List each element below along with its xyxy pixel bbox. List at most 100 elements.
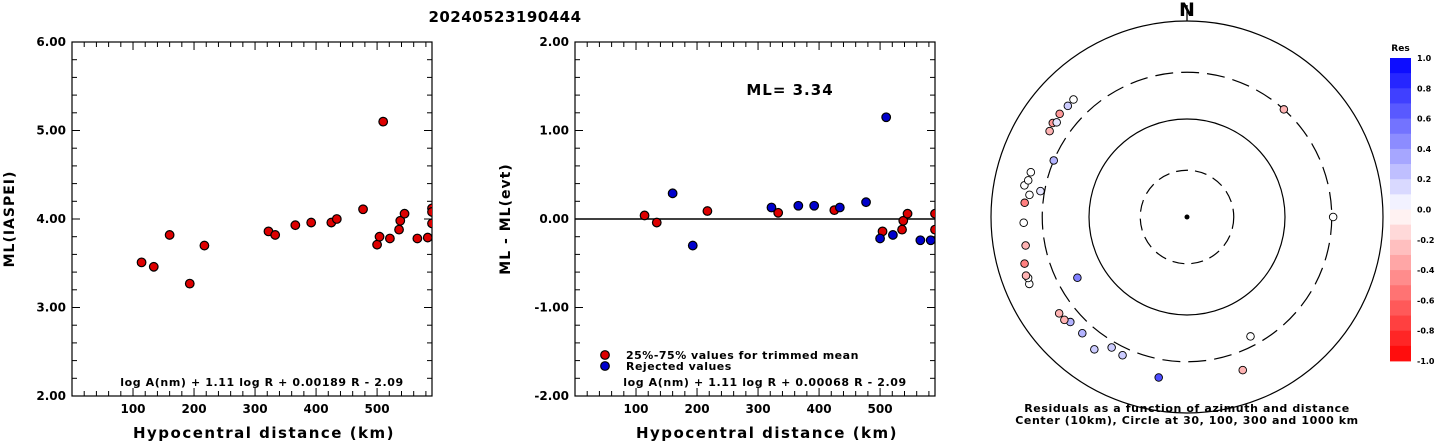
colorbar-title: Res [1391, 44, 1409, 54]
y-tick-label: 6.00 [36, 35, 66, 49]
colorbar-swatch [1390, 254, 1411, 271]
data-point [766, 202, 777, 213]
data-point [331, 214, 342, 224]
colorbar-tick-label: -1.0 [1417, 357, 1435, 366]
y-tick-label: 4.00 [36, 212, 66, 226]
data-point [930, 224, 935, 235]
station-residual-point [1328, 212, 1338, 222]
y-tick-label: 2.00 [539, 35, 569, 49]
x-tick-label: 100 [120, 402, 145, 416]
colorbar-tick-label: -0.8 [1417, 327, 1435, 336]
colorbar-swatch [1390, 103, 1411, 119]
station-residual-point [1026, 167, 1036, 177]
epicenter-marker [1184, 214, 1190, 220]
data-point [809, 200, 820, 211]
colorbar-swatch [1390, 239, 1411, 256]
legend-marker [600, 361, 610, 371]
y-tick-label: 3.00 [36, 301, 66, 315]
y-tick-label: -2.00 [534, 389, 569, 403]
legend-label: Rejected values [626, 360, 732, 373]
station-residual-point [1069, 95, 1078, 104]
colorbar-swatch [1390, 148, 1411, 165]
residual-colorbar: Res 1.0 0.8 0.6 0.4 0.2 0.0 -0.2 -0.4 -0.6 -0.8 -1.… [1390, 44, 1435, 366]
data-point [427, 207, 432, 217]
colorbar-tick-label: -0.2 [1417, 236, 1435, 245]
data-point [702, 206, 713, 216]
data-point [290, 220, 301, 231]
data-point [399, 208, 410, 219]
data-point [902, 208, 913, 219]
y-axis-label: ML(IASPEI) [2, 171, 18, 268]
x-tick-label: 500 [868, 402, 893, 416]
y-tick-label: 2.00 [36, 389, 66, 403]
data-point [897, 224, 907, 235]
polar-caption-line1: Residuals as a function of azimuth and d… [1024, 402, 1350, 415]
colorbar-swatch [1390, 209, 1411, 226]
station-residual-point [1060, 315, 1069, 325]
x-tick-label: 200 [685, 402, 710, 416]
data-point [887, 230, 898, 240]
data-point [651, 217, 662, 228]
colorbar-swatch [1390, 88, 1411, 104]
colorbar-swatch [1390, 300, 1411, 316]
data-point [687, 240, 698, 251]
data-points [639, 112, 935, 251]
station-residual-point [1078, 329, 1087, 338]
y-tick-label: 0.00 [539, 212, 569, 226]
colorbar-swatch [1390, 345, 1411, 362]
data-point [394, 224, 404, 235]
data-point [358, 204, 368, 215]
data-point [374, 231, 385, 242]
data-point [773, 207, 784, 218]
colorbar-swatch [1390, 133, 1411, 150]
data-point [395, 215, 406, 226]
data-point [384, 233, 395, 244]
colorbar-swatch [1390, 118, 1411, 135]
data-point [270, 230, 281, 240]
data-point [898, 215, 909, 226]
station-residual-point [1020, 198, 1029, 208]
data-point [639, 210, 650, 221]
colorbar-tick-label: 1.0 [1417, 54, 1432, 63]
x-tick-label: 500 [365, 402, 390, 416]
formula-label: log A(nm) + 1.11 log R + 0.00189 R - 2.0… [120, 376, 403, 389]
data-point [372, 239, 382, 250]
colorbar-swatch [1390, 315, 1411, 332]
station-residual-point [1063, 101, 1073, 111]
data-point [422, 232, 432, 243]
station-residual-point [1073, 273, 1082, 283]
ml-vs-distance-chart: 100 200 300 400 500 2.00 3.00 4.00 5.00 6.00 Hypoc… [2, 35, 433, 441]
y-tick-label: 5.00 [36, 124, 66, 138]
colorbar-tick-label: -0.4 [1417, 266, 1435, 275]
colorbar-swatch [1390, 194, 1411, 210]
data-point [834, 202, 845, 213]
ring-30km [1139, 169, 1235, 265]
station-residual-point [1019, 218, 1028, 227]
station-residual-point [1090, 345, 1099, 354]
data-point [861, 197, 871, 208]
data-point [925, 235, 935, 246]
data-point [412, 233, 423, 244]
formula-label: log A(nm) + 1.11 log R + 0.00068 R - 2.0… [623, 376, 906, 389]
station-residual-point [1045, 126, 1054, 136]
ring-100km [1088, 118, 1286, 316]
legend-label: 25%-75% values for trimmed mean [626, 349, 859, 362]
polar-caption-line2: Center (10km), Circle at 30, 100, 300 an… [1015, 414, 1359, 427]
y-tick-label: 1.00 [539, 124, 569, 138]
data-point [667, 188, 678, 199]
colorbar-tick-label: 0.2 [1417, 175, 1431, 184]
station-residual-point [1154, 373, 1163, 382]
colorbar-swatch [1390, 58, 1411, 74]
data-point [915, 235, 926, 246]
station-residual-point [1054, 309, 1064, 318]
station-residual-point [1021, 271, 1031, 280]
data-point [148, 261, 159, 272]
x-tick-label: 300 [243, 402, 268, 416]
colorbar-swatch [1390, 179, 1411, 195]
data-point [378, 116, 389, 127]
station-residual-point [1238, 365, 1247, 375]
data-point [793, 200, 804, 211]
colorbar-swatch [1390, 224, 1411, 241]
colorbar-tick-label: 0.0 [1417, 206, 1432, 215]
